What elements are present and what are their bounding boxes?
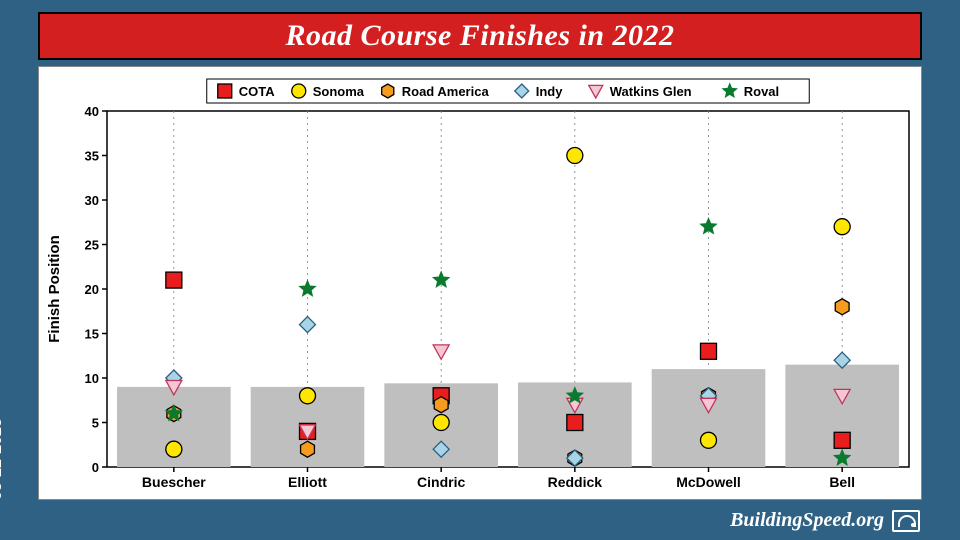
chart-frame: Road Course Finishes in 2022 03-22-2023 … (0, 0, 960, 540)
svg-text:20: 20 (85, 282, 99, 297)
title-bar: Road Course Finishes in 2022 (38, 12, 922, 60)
chart-title: Road Course Finishes in 2022 (285, 19, 674, 53)
chart-panel: 0 5 10 15 20 25 30 35 40 Buescher Elliott Cindric Re… (38, 66, 922, 500)
svg-text:0: 0 (92, 460, 99, 475)
svg-text:Elliott: Elliott (288, 474, 327, 490)
footer-site: BuildingSpeed.org (730, 509, 884, 532)
svg-text:30: 30 (85, 193, 99, 208)
svg-text:15: 15 (85, 327, 99, 342)
svg-text:Cindric: Cindric (417, 474, 465, 490)
footer: BuildingSpeed.org (730, 509, 920, 532)
svg-text:35: 35 (85, 149, 99, 164)
svg-text:Reddick: Reddick (548, 474, 603, 490)
svg-text:5: 5 (92, 416, 99, 431)
svg-text:Sonoma: Sonoma (313, 84, 365, 99)
svg-text:Indy: Indy (536, 84, 563, 99)
dashboard-icon (892, 510, 920, 532)
svg-text:Bell: Bell (829, 474, 855, 490)
svg-text:Buescher: Buescher (142, 474, 206, 490)
svg-text:40: 40 (85, 104, 99, 119)
svg-text:Watkins Glen: Watkins Glen (610, 84, 692, 99)
svg-text:COTA: COTA (239, 84, 275, 99)
avg-bar (652, 369, 766, 467)
svg-text:Roval: Roval (744, 84, 779, 99)
svg-text:McDowell: McDowell (676, 474, 741, 490)
chart-svg: 0 5 10 15 20 25 30 35 40 Buescher Elliott Cindric Re… (39, 67, 923, 501)
svg-text:10: 10 (85, 371, 99, 386)
svg-text:25: 25 (85, 238, 99, 253)
date-label: 03-22-2023 (0, 418, 6, 500)
legend: COTA Sonoma Road America Indy Watkins Glen Ro… (207, 79, 810, 103)
svg-text:Road America: Road America (402, 84, 490, 99)
svg-text:Finish Position: Finish Position (46, 235, 63, 343)
